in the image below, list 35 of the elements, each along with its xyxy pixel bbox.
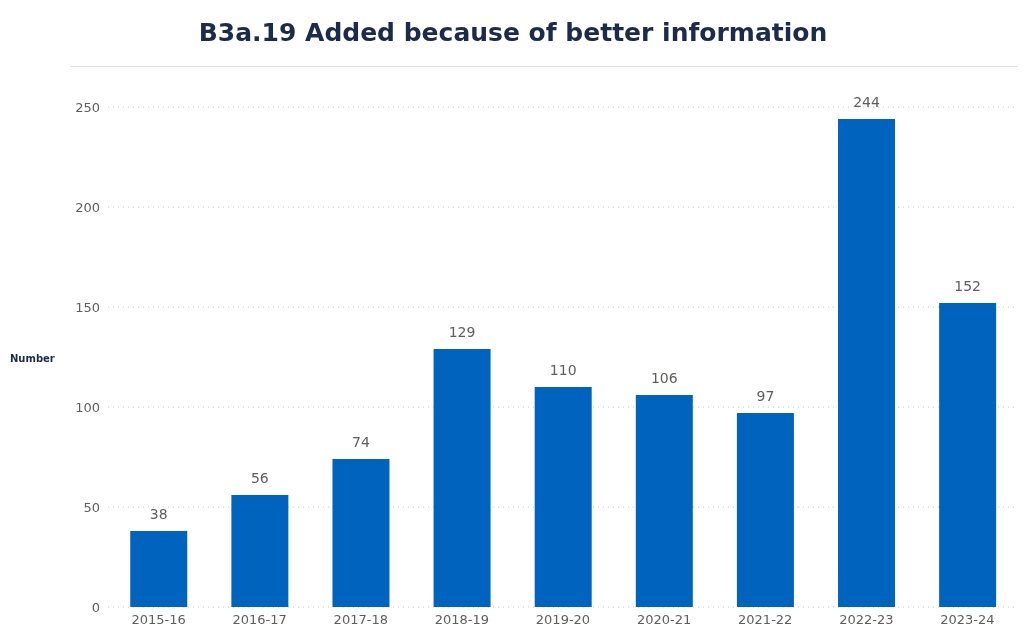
bar xyxy=(231,495,289,607)
data-label: 244 xyxy=(853,94,880,110)
data-label: 97 xyxy=(756,388,775,404)
data-label: 38 xyxy=(149,506,168,522)
x-tick-label: 2021-22 xyxy=(738,612,793,628)
data-label: 106 xyxy=(650,370,678,386)
data-label: 56 xyxy=(250,470,269,486)
y-tick-label: 50 xyxy=(83,499,100,515)
bar xyxy=(534,387,592,607)
x-tick-label: 2018-19 xyxy=(434,612,490,628)
x-tick-label: 2023-24 xyxy=(940,612,995,628)
chart-title: B3a.19 Added because of better information xyxy=(197,17,829,49)
data-label: 110 xyxy=(549,362,577,378)
bar xyxy=(939,303,997,607)
y-tick-label: 150 xyxy=(75,299,100,315)
x-tick-label: 2016-17 xyxy=(232,612,287,628)
x-tick-label: 2020-21 xyxy=(636,612,692,628)
data-label: 74 xyxy=(352,434,370,450)
x-tick-label: 2022-23 xyxy=(839,612,894,628)
bar xyxy=(332,459,390,607)
bar xyxy=(130,531,188,607)
data-label: 129 xyxy=(448,324,476,340)
bar xyxy=(433,349,491,607)
x-tick-label: 2017-18 xyxy=(333,612,388,628)
bar xyxy=(635,395,693,607)
y-tick-label: 0 xyxy=(91,599,100,615)
data-label: 152 xyxy=(954,278,981,294)
y-tick-label: 250 xyxy=(75,99,100,115)
y-tick-label: 100 xyxy=(75,399,100,415)
x-tick-label: 2015-16 xyxy=(131,612,186,628)
bar xyxy=(838,119,896,607)
bar xyxy=(736,413,794,607)
x-tick-label: 2019-20 xyxy=(535,612,591,628)
y-tick-label: 200 xyxy=(75,199,100,215)
y-axis-title: Number xyxy=(10,353,55,364)
